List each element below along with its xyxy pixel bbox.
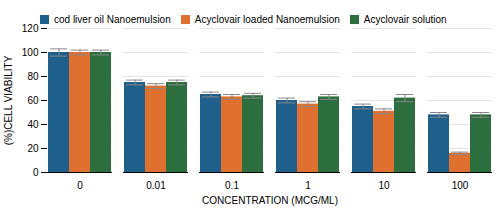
svg-text:CONCENTRATION (MCG/ML): CONCENTRATION (MCG/ML) xyxy=(202,195,338,206)
svg-text:100: 100 xyxy=(452,180,469,191)
svg-text:120: 120 xyxy=(22,23,39,34)
svg-text:20: 20 xyxy=(27,143,39,154)
svg-text:(%)CELL VIABILITY: (%)CELL VIABILITY xyxy=(3,55,14,145)
svg-text:0.01: 0.01 xyxy=(146,180,166,191)
svg-text:0: 0 xyxy=(33,167,39,178)
svg-text:0.1: 0.1 xyxy=(225,180,239,191)
svg-text:0: 0 xyxy=(77,180,83,191)
svg-text:1: 1 xyxy=(305,180,311,191)
svg-text:60: 60 xyxy=(27,95,39,106)
html-text:cod liver oil Nanoemulsion: cod liver oil Nanoemulsion xyxy=(54,14,171,25)
svg-text:10: 10 xyxy=(378,180,390,191)
html-text:Acyclovair loaded Nanoemulsion: Acyclovair loaded Nanoemulsion xyxy=(194,14,340,25)
svg-text:40: 40 xyxy=(27,119,39,130)
svg-text:100: 100 xyxy=(22,47,39,58)
svg-text:80: 80 xyxy=(27,71,39,82)
html-text:Acyclovair solution: Acyclovair solution xyxy=(363,14,447,25)
